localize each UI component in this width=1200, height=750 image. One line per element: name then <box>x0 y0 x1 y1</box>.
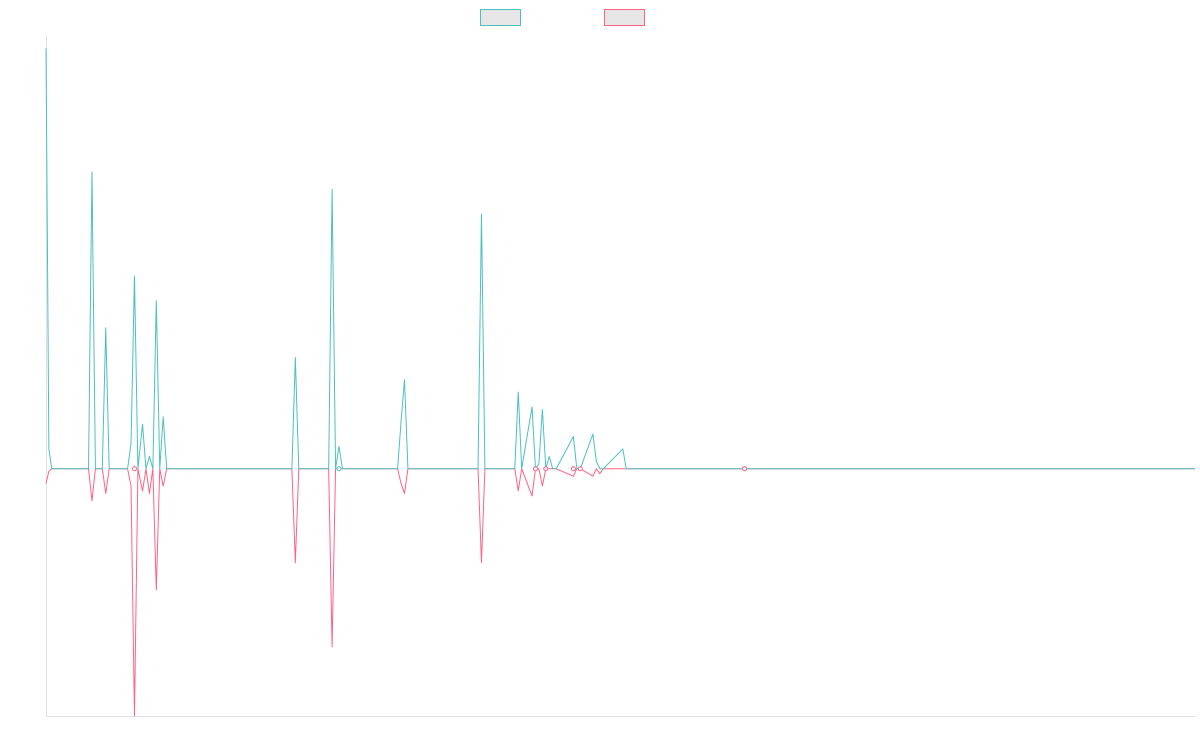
point-marker-s2-5[interactable] <box>577 466 583 472</box>
legend-item-1[interactable] <box>480 9 521 26</box>
legend-swatch-1 <box>480 9 521 26</box>
point-marker-s2-3[interactable] <box>543 466 549 472</box>
legend[interactable] <box>480 9 645 26</box>
point-marker-s2-1[interactable] <box>131 466 137 472</box>
series-group <box>45 48 1195 717</box>
point-marker-s2-6[interactable] <box>742 466 748 472</box>
legend-item-2[interactable] <box>604 9 645 26</box>
point-marker-s1-1[interactable] <box>336 466 342 472</box>
point-marker-s2-4[interactable] <box>570 466 576 472</box>
series-line-1 <box>45 48 1195 470</box>
legend-swatch-2 <box>604 9 645 26</box>
point-marker-s2-2[interactable] <box>532 466 538 472</box>
axes <box>46 36 1195 717</box>
series-line-2 <box>45 468 1195 717</box>
markers-group <box>131 466 748 472</box>
